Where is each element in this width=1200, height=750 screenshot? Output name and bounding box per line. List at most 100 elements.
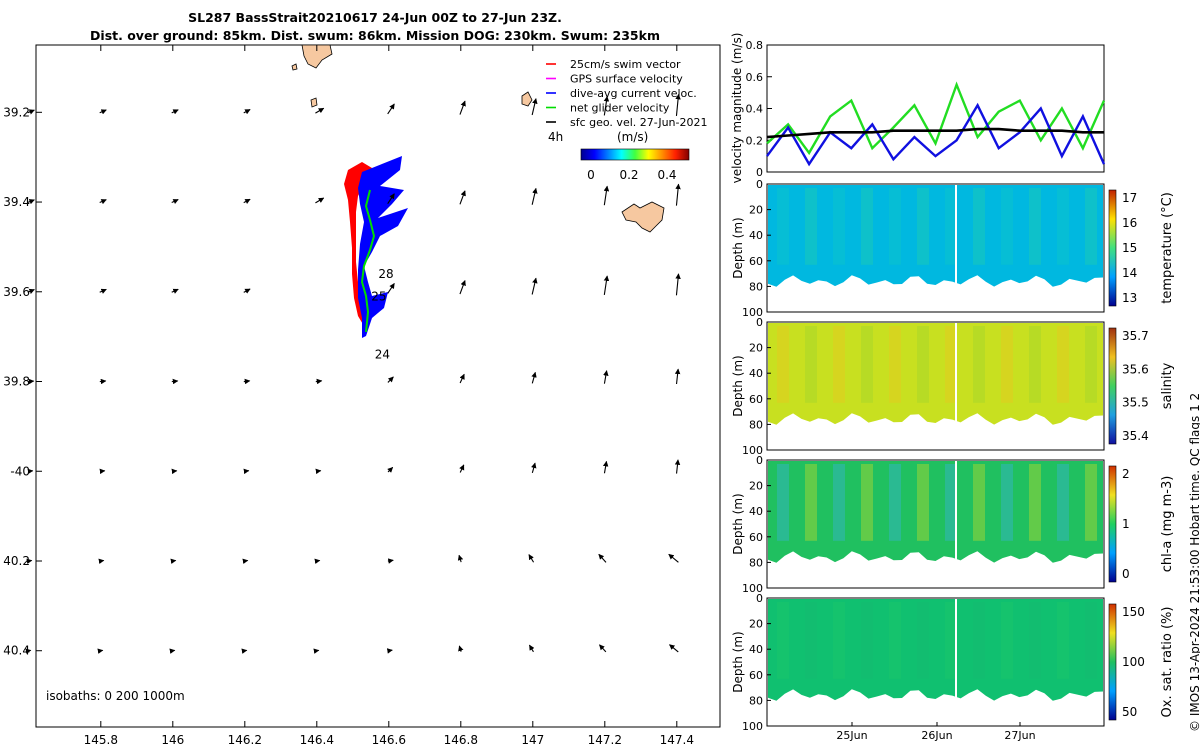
depth-tick-label: 0 bbox=[756, 178, 763, 191]
geo-velocity-arrow bbox=[387, 466, 394, 473]
map-ytick-label: 39.4 bbox=[3, 195, 30, 209]
section-variation-band bbox=[861, 464, 873, 541]
section-variation-band bbox=[1057, 188, 1069, 265]
date-tick-label: 26Jun bbox=[921, 729, 952, 742]
geo-velocity-arrow bbox=[27, 288, 35, 294]
profile-panels: 0 0.2 0.4 0.6 0.8 velocity magnitude (m/s) 0… bbox=[730, 33, 1175, 742]
map-colorbar-ticks: 0 0.2 0.4 bbox=[587, 168, 676, 182]
colorbar-tick-label: 0 bbox=[587, 168, 595, 182]
geo-velocity-arrow bbox=[603, 95, 610, 116]
geo-velocity-arrow bbox=[171, 468, 178, 475]
colorbar-unit: (m/s) bbox=[617, 130, 648, 144]
geo-velocity-arrow bbox=[602, 460, 609, 474]
map-xtick-label: 147.2 bbox=[588, 733, 622, 747]
section-variation-band bbox=[889, 602, 901, 679]
section-colorbar-label: salinity bbox=[1160, 362, 1175, 409]
section-ylabel: Depth (m) bbox=[731, 355, 745, 416]
section-variation-band bbox=[1001, 326, 1013, 403]
section-variation-band bbox=[1057, 326, 1069, 403]
section-ylabel: Depth (m) bbox=[731, 493, 745, 554]
geo-velocity-arrow bbox=[315, 197, 325, 204]
geo-velocity-arrow bbox=[531, 98, 538, 116]
map-plot: 145.8 146 146.2 146.4 146.6 146.8 147 147.2 147.… bbox=[3, 44, 721, 747]
velocity-series bbox=[766, 81, 1106, 167]
geo-velocity-arrow bbox=[458, 645, 464, 652]
section-variation-band bbox=[973, 326, 985, 403]
colorbar-tick-label: 1 bbox=[1122, 517, 1130, 531]
section-colorbar bbox=[1108, 189, 1117, 307]
geo-velocity-arrow bbox=[603, 275, 610, 296]
geo-velocity-arrow bbox=[387, 103, 395, 115]
section-variation-band bbox=[805, 602, 817, 679]
track-day-label: 24 bbox=[375, 348, 390, 362]
colorbar-tick-label: 50 bbox=[1122, 705, 1137, 719]
geo-velocity-arrow bbox=[531, 371, 537, 384]
geo-velocity-arrow bbox=[27, 199, 35, 205]
velocity-ylabel: velocity magnitude (m/s) bbox=[730, 33, 744, 184]
geo-velocity-arrow bbox=[243, 378, 251, 385]
section-colorbar-label: chl-a (mg m-3) bbox=[1160, 476, 1175, 573]
section-colorbar bbox=[1108, 465, 1117, 583]
section-panel: 0 20 40 60 80 100 Depth (m) 35.7 35.6 35.5 35.4 sal… bbox=[731, 316, 1175, 457]
section-variation-band bbox=[1085, 188, 1097, 265]
section-variation-band bbox=[805, 326, 817, 403]
date-tick-label: 25Jun bbox=[836, 729, 867, 742]
section-variation-band bbox=[1085, 464, 1097, 541]
map-xtick-label: 147.4 bbox=[660, 733, 694, 747]
geo-velocity-arrow bbox=[99, 199, 107, 205]
track-blue-swath bbox=[358, 156, 408, 338]
section-variation-band bbox=[1029, 464, 1041, 541]
geo-velocity-arrow bbox=[99, 288, 107, 294]
colorbar-tick-label: 13 bbox=[1122, 291, 1137, 305]
depth-tick-label: 60 bbox=[749, 393, 763, 406]
section-variation-band bbox=[945, 326, 957, 403]
geo-velocity-arrow bbox=[99, 468, 106, 475]
colorbar-tick-label: 0.2 bbox=[619, 168, 638, 182]
colorbar-tick-label: 16 bbox=[1122, 216, 1137, 230]
section-variation-band bbox=[917, 188, 929, 265]
colorbar-tick-label: 2 bbox=[1122, 467, 1130, 481]
section-variation-band bbox=[889, 464, 901, 541]
geo-velocity-arrow bbox=[171, 378, 179, 385]
geo-velocity-arrow bbox=[27, 378, 35, 385]
depth-tick-label: 60 bbox=[749, 669, 763, 682]
map-legend: 25cm/s swim vector GPS surface velocitydi… bbox=[546, 58, 707, 129]
geo-velocity-arrow bbox=[598, 553, 607, 563]
geo-velocity-arrow bbox=[387, 558, 394, 564]
section-variation-band bbox=[1085, 326, 1097, 403]
section-variation-band bbox=[1029, 326, 1041, 403]
map-ytick-label: 39.8 bbox=[3, 375, 30, 389]
section-data-fill bbox=[768, 461, 1103, 563]
geo-velocity-arrow bbox=[603, 370, 609, 384]
geo-velocity-arrow bbox=[315, 468, 322, 475]
geo-velocity-arrow bbox=[531, 277, 538, 295]
track-day-label: 28 bbox=[378, 267, 393, 281]
geo-velocity-arrow bbox=[27, 109, 35, 115]
depth-tick-label: 100 bbox=[742, 306, 763, 319]
section-colorbar bbox=[1108, 603, 1117, 721]
imos-credit: © IMOS 13-Apr-2024 21:53:00 Hobart time.… bbox=[1188, 393, 1200, 732]
depth-tick-label: 40 bbox=[749, 229, 763, 242]
land-island-north bbox=[301, 44, 333, 69]
map-xtick-label: 145.8 bbox=[84, 733, 118, 747]
geo-velocity-arrow bbox=[243, 468, 250, 475]
section-variation-band bbox=[889, 326, 901, 403]
glider-track bbox=[344, 156, 408, 338]
section-variation-band bbox=[1057, 464, 1069, 541]
section-variation-band bbox=[917, 326, 929, 403]
geo-velocity-arrow bbox=[99, 109, 107, 115]
geo-velocity-arrow bbox=[459, 373, 465, 384]
map-xtick-label: 146.2 bbox=[228, 733, 262, 747]
geo-velocity-arrow bbox=[675, 93, 681, 116]
geo-velocity-arrow bbox=[243, 288, 251, 294]
map-xtick-label: 146.4 bbox=[300, 733, 334, 747]
track-line bbox=[360, 189, 376, 333]
section-data-fill bbox=[768, 323, 1103, 425]
section-variation-band bbox=[889, 188, 901, 265]
section-variation-band bbox=[777, 326, 789, 403]
section-variation-band bbox=[1001, 464, 1013, 541]
geo-velocity-arrow bbox=[668, 553, 679, 563]
geo-velocity-arrow bbox=[387, 282, 395, 294]
colorbar-tick-label: 15 bbox=[1122, 241, 1137, 255]
section-panel: 0 20 40 60 80 100 Depth (m) 17 16 15 14 13 temperatu… bbox=[731, 178, 1175, 319]
